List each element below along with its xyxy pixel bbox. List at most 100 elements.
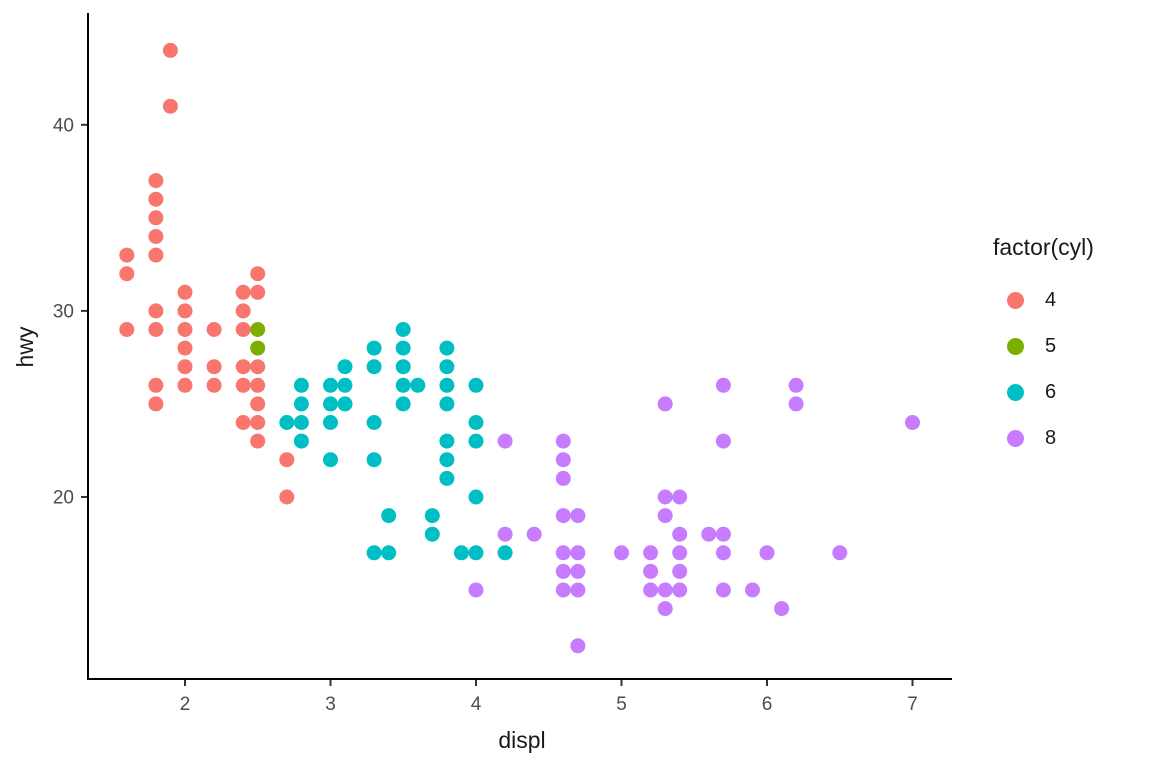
data-point — [148, 210, 164, 226]
legend-key-icon — [1007, 291, 1024, 309]
data-point — [657, 601, 673, 617]
data-point — [497, 545, 513, 561]
data-point — [366, 545, 382, 561]
data-point — [555, 508, 571, 524]
data-point — [468, 433, 484, 449]
data-point — [657, 396, 673, 412]
data-point — [177, 284, 193, 300]
data-point — [715, 526, 731, 542]
data-point — [148, 322, 164, 337]
x-tick-label: 2 — [180, 694, 191, 715]
y-tick-label: 40 — [53, 115, 74, 136]
data-point — [366, 452, 382, 468]
legend-label: 6 — [1045, 380, 1057, 403]
series-cyl-4 — [119, 42, 295, 505]
data-point — [497, 433, 513, 449]
y-tick-label: 30 — [53, 301, 74, 322]
data-point — [570, 638, 586, 654]
data-point — [366, 359, 382, 375]
data-point — [206, 359, 222, 375]
data-point — [119, 247, 135, 263]
data-point — [555, 470, 571, 486]
data-point — [395, 396, 411, 412]
data-point — [148, 377, 164, 393]
data-point — [614, 545, 629, 561]
x-tick-label: 3 — [325, 694, 336, 715]
data-point — [293, 377, 309, 393]
data-point — [366, 415, 382, 430]
legend-key-icon — [1007, 337, 1024, 355]
data-point — [672, 582, 688, 598]
data-point — [148, 191, 164, 207]
data-point — [279, 415, 295, 430]
data-point — [323, 415, 338, 430]
data-point — [250, 340, 266, 356]
x-axis: 2 3 4 5 6 7 — [87, 678, 952, 715]
data-point — [119, 322, 135, 337]
data-point — [119, 266, 135, 282]
legend-title: factor(cyl) — [993, 234, 1094, 260]
data-point — [177, 322, 193, 337]
data-point — [250, 322, 266, 337]
data-point — [555, 452, 571, 468]
data-point — [235, 377, 251, 393]
data-point — [715, 545, 731, 561]
data-point — [643, 563, 659, 579]
data-point — [439, 396, 455, 412]
x-axis-title: displ — [498, 727, 545, 753]
data-point — [905, 415, 920, 430]
data-point — [250, 266, 266, 282]
data-points — [119, 42, 920, 654]
data-point — [570, 508, 586, 524]
data-point — [177, 377, 193, 393]
data-point — [643, 582, 659, 598]
y-axis: 20 30 40 — [53, 13, 89, 680]
data-point — [715, 582, 731, 598]
data-point — [148, 173, 164, 189]
data-point — [235, 322, 251, 337]
data-point — [555, 563, 571, 579]
data-point — [672, 563, 688, 579]
y-tick-label: 20 — [53, 487, 74, 508]
data-point — [788, 377, 804, 393]
data-point — [395, 377, 411, 393]
data-point — [643, 545, 659, 561]
data-point — [177, 340, 193, 356]
data-point — [672, 526, 688, 542]
data-point — [672, 489, 688, 505]
legend: factor(cyl) 4 5 6 8 — [993, 234, 1094, 461]
data-point — [395, 322, 411, 337]
data-point — [206, 377, 222, 393]
data-point — [410, 377, 426, 393]
series-cyl-5 — [250, 322, 266, 356]
data-point — [148, 396, 164, 412]
data-point — [774, 601, 790, 617]
data-point — [497, 526, 513, 542]
legend-row-5: 5 — [993, 323, 1094, 369]
legend-label: 5 — [1045, 334, 1057, 357]
data-point — [439, 340, 455, 356]
data-point — [555, 582, 571, 598]
data-point — [162, 98, 178, 114]
data-point — [468, 489, 484, 505]
data-point — [468, 545, 484, 561]
data-point — [570, 563, 586, 579]
x-tick-label: 5 — [616, 694, 627, 715]
data-point — [468, 582, 484, 598]
data-point — [555, 545, 571, 561]
legend-rows: 4 5 6 8 — [993, 277, 1094, 461]
data-point — [323, 377, 338, 393]
series-cyl-6 — [279, 322, 513, 561]
data-point — [570, 545, 586, 561]
data-point — [788, 396, 804, 412]
legend-row-6: 6 — [993, 369, 1094, 415]
data-point — [162, 42, 178, 58]
x-tick-label: 7 — [907, 694, 918, 715]
data-point — [395, 359, 411, 375]
legend-key-icon — [1007, 429, 1024, 447]
data-point — [235, 284, 251, 300]
data-point — [206, 322, 222, 337]
data-point — [468, 415, 484, 430]
data-point — [250, 284, 266, 300]
y-axis-title: hwy — [12, 326, 38, 367]
